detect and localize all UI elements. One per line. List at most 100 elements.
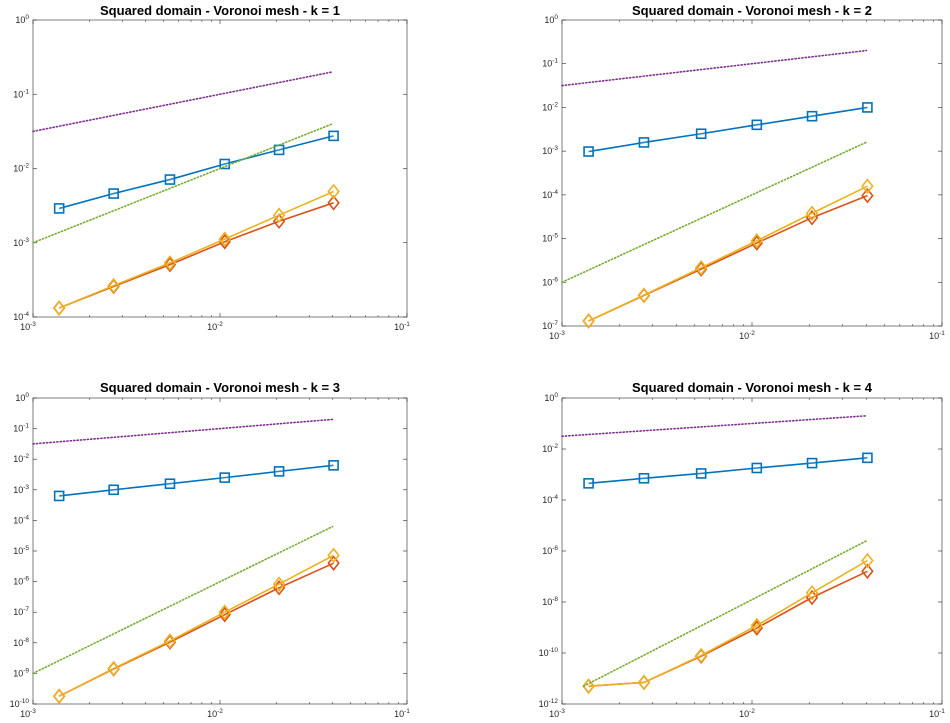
series-point-diamond bbox=[52, 688, 66, 704]
x-tick-label: 10-1 bbox=[394, 708, 410, 719]
series-point-diamond bbox=[52, 300, 66, 316]
series-point-square bbox=[219, 158, 231, 170]
x-tick-label: 10-3 bbox=[549, 330, 565, 341]
y-tick-label: 10-8 bbox=[13, 637, 29, 648]
series-point-square bbox=[328, 460, 339, 471]
series-marks bbox=[32, 418, 340, 704]
x-tick-label: 10-1 bbox=[929, 330, 945, 341]
series-point-diamond bbox=[107, 660, 120, 677]
series-point-diamond bbox=[218, 606, 231, 623]
series-line-2 bbox=[588, 185, 868, 322]
y-tick-label: 10-7 bbox=[542, 320, 558, 331]
series-line-3 bbox=[32, 418, 334, 445]
series-point-diamond bbox=[327, 195, 340, 211]
y-tick-label: 10-3 bbox=[13, 237, 29, 248]
y-tick-label: 10-10 bbox=[539, 647, 559, 658]
y-tick-label: 100 bbox=[15, 14, 29, 25]
y-tick-label: 100 bbox=[544, 14, 558, 25]
subplot-k2: Squared domain - Voronoi mesh - k = 2 10… bbox=[542, 3, 945, 341]
y-tick-label: 10-4 bbox=[13, 311, 29, 322]
y-tick-label: 10-12 bbox=[539, 698, 559, 709]
series-line-3 bbox=[32, 71, 334, 133]
series-line-0 bbox=[588, 106, 868, 153]
y-tick-label: 10-1 bbox=[542, 58, 558, 69]
subplot-title: Squared domain - Voronoi mesh - k = 3 bbox=[100, 380, 340, 395]
series-point-square bbox=[583, 478, 594, 489]
series-point-diamond bbox=[272, 576, 286, 592]
series-point-diamond bbox=[163, 255, 177, 271]
series-point-square bbox=[328, 130, 339, 142]
y-tick-label: 10-2 bbox=[542, 101, 558, 112]
y-tick-label: 10-2 bbox=[13, 453, 29, 464]
series-point-square bbox=[638, 472, 650, 484]
y-tick-label: 10-8 bbox=[542, 596, 558, 607]
series-point-diamond bbox=[805, 205, 819, 222]
series-line-4 bbox=[32, 123, 334, 244]
series-point-diamond bbox=[218, 234, 231, 250]
subplot-k4: Squared domain - Voronoi mesh - k = 4 10… bbox=[539, 380, 946, 719]
series-point-diamond bbox=[861, 187, 874, 204]
series-line-0 bbox=[58, 135, 334, 210]
y-tick-label: 10-2 bbox=[542, 443, 558, 454]
y-tick-label: 10-9 bbox=[13, 667, 29, 678]
subplot-k3: Squared domain - Voronoi mesh - k = 3 10… bbox=[10, 380, 411, 719]
series-point-square bbox=[862, 102, 873, 113]
series-point-square bbox=[273, 466, 285, 477]
series-point-diamond bbox=[861, 178, 874, 194]
y-tick-label: 10-3 bbox=[542, 145, 558, 156]
series-line-4 bbox=[32, 525, 334, 675]
series-line-1 bbox=[588, 570, 868, 687]
y-tick-label: 100 bbox=[15, 392, 29, 403]
y-tick-label: 10-4 bbox=[542, 189, 558, 200]
series-point-diamond bbox=[327, 183, 340, 200]
series-point-diamond bbox=[327, 547, 340, 564]
series-line-0 bbox=[588, 457, 868, 485]
series-point-square bbox=[751, 462, 763, 474]
series-point-square bbox=[53, 490, 65, 502]
series-point-diamond bbox=[272, 213, 286, 229]
series-point-square bbox=[53, 203, 65, 214]
series-line-2 bbox=[588, 559, 868, 687]
y-tick-label: 10-5 bbox=[13, 545, 29, 556]
series-point-diamond bbox=[582, 678, 595, 694]
series-point-diamond bbox=[637, 674, 651, 691]
axes-box bbox=[32, 397, 408, 705]
series-point-diamond bbox=[327, 555, 340, 571]
x-tick-label: 10-2 bbox=[207, 321, 223, 332]
series-point-square bbox=[806, 110, 818, 122]
series-point-square bbox=[695, 128, 707, 140]
x-tick-label: 10-3 bbox=[20, 708, 36, 719]
series-point-diamond bbox=[582, 313, 595, 329]
y-tick-label: 10-10 bbox=[10, 698, 30, 709]
series-point-diamond bbox=[694, 647, 708, 664]
series-point-diamond bbox=[750, 620, 764, 636]
series-point-diamond bbox=[750, 617, 764, 634]
series-line-1 bbox=[58, 562, 334, 697]
axis-ticks: 10-3 10-2 10-1 10-12 10-10 10-8 10-6 10-4 10-2 10… bbox=[539, 392, 946, 719]
y-tick-label: 10-6 bbox=[542, 545, 558, 556]
y-tick-label: 10-6 bbox=[542, 276, 558, 287]
series-point-diamond bbox=[582, 313, 595, 329]
y-tick-label: 100 bbox=[544, 392, 558, 403]
axis-ticks: 10-3 10-2 10-1 10-10 10-9 10-8 10-7 10-6 10-5 10-… bbox=[10, 392, 411, 719]
y-tick-label: 10-1 bbox=[13, 88, 29, 99]
series-point-diamond bbox=[637, 287, 651, 303]
series-point-square bbox=[164, 478, 176, 490]
series-point-diamond bbox=[163, 633, 177, 649]
x-tick-label: 10-2 bbox=[207, 708, 223, 719]
series-point-diamond bbox=[218, 604, 231, 620]
y-tick-label: 10-5 bbox=[542, 233, 558, 244]
axes-box bbox=[561, 397, 943, 705]
series-point-square bbox=[219, 472, 231, 483]
series-point-square bbox=[638, 137, 650, 148]
series-point-diamond bbox=[52, 300, 66, 316]
subplot-title: Squared domain - Voronoi mesh - k = 2 bbox=[632, 3, 872, 18]
series-point-square bbox=[695, 468, 707, 479]
y-tick-label: 10-1 bbox=[13, 423, 29, 434]
y-tick-label: 10-6 bbox=[13, 576, 29, 587]
subplot-title: Squared domain - Voronoi mesh - k = 4 bbox=[632, 380, 873, 395]
series-line-1 bbox=[58, 202, 334, 309]
series-marks bbox=[561, 49, 874, 329]
